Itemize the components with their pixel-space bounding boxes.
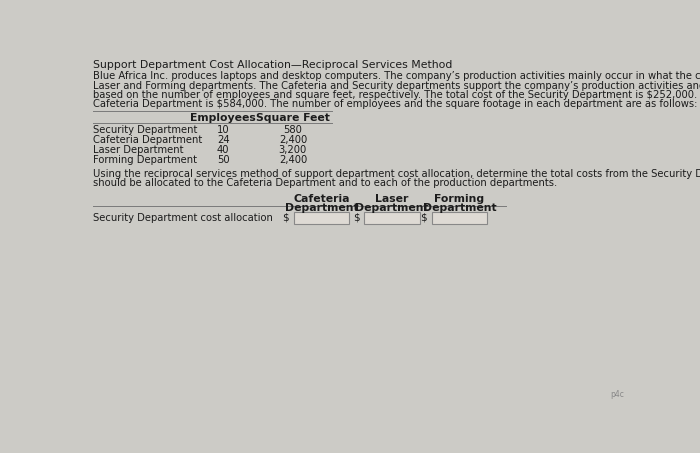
Text: should be allocated to the Cafeteria Department and to each of the production de: should be allocated to the Cafeteria Dep…	[93, 178, 557, 188]
Bar	[364, 212, 420, 224]
Text: p4c: p4c	[610, 390, 624, 400]
Text: 580: 580	[284, 125, 302, 135]
Bar	[294, 212, 349, 224]
Text: $: $	[420, 212, 427, 222]
Text: 2,400: 2,400	[279, 135, 307, 145]
Text: Blue Africa Inc. produces laptops and desktop computers. The company’s productio: Blue Africa Inc. produces laptops and de…	[93, 71, 700, 81]
Text: based on the number of employees and square feet, respectively. The total cost o: based on the number of employees and squ…	[93, 90, 700, 100]
Text: 24: 24	[217, 135, 230, 145]
Text: Cafeteria Department is $584,000. The number of employees and the square footage: Cafeteria Department is $584,000. The nu…	[93, 99, 697, 109]
Text: Square Feet: Square Feet	[256, 113, 330, 123]
Text: Laser Department: Laser Department	[93, 145, 183, 155]
Text: Department: Department	[285, 203, 358, 213]
Text: 3,200: 3,200	[279, 145, 307, 155]
Text: Forming: Forming	[435, 194, 484, 204]
Text: 10: 10	[217, 125, 230, 135]
Bar	[432, 212, 487, 224]
Text: 50: 50	[217, 155, 230, 165]
Text: $: $	[353, 212, 360, 222]
Text: Department: Department	[356, 203, 429, 213]
Text: Cafeteria: Cafeteria	[293, 194, 350, 204]
Text: Employees: Employees	[190, 113, 256, 123]
Text: $: $	[282, 212, 289, 222]
Text: Support Department Cost Allocation—Reciprocal Services Method: Support Department Cost Allocation—Recip…	[93, 60, 452, 70]
Text: Using the reciprocal services method of support department cost allocation, dete: Using the reciprocal services method of …	[93, 169, 700, 179]
Text: Cafeteria Department: Cafeteria Department	[93, 135, 202, 145]
Text: Security Department: Security Department	[93, 125, 197, 135]
Text: Laser: Laser	[375, 194, 409, 204]
Text: Forming Department: Forming Department	[93, 155, 197, 165]
Text: Laser and Forming departments. The Cafeteria and Security departments support th: Laser and Forming departments. The Cafet…	[93, 81, 700, 91]
Text: 40: 40	[217, 145, 230, 155]
Text: Security Department cost allocation: Security Department cost allocation	[93, 213, 273, 223]
Text: Department: Department	[423, 203, 496, 213]
Text: 2,400: 2,400	[279, 155, 307, 165]
